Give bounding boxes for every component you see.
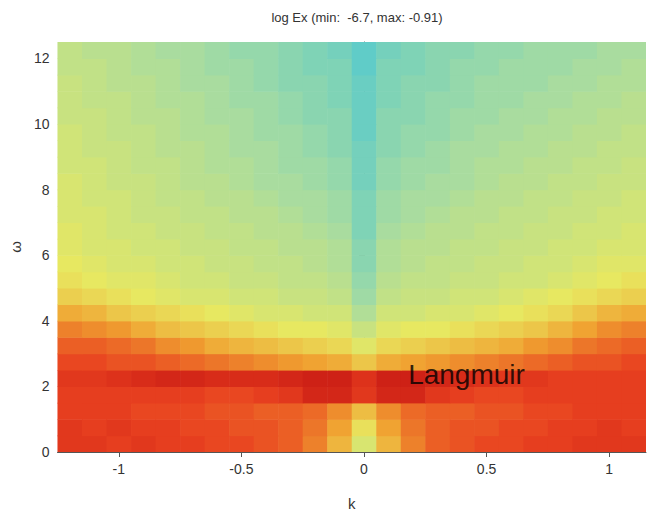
- svg-text:4: 4: [42, 313, 50, 329]
- svg-text:2: 2: [42, 378, 50, 394]
- svg-text:0.5: 0.5: [477, 461, 497, 477]
- svg-text:8: 8: [42, 182, 50, 198]
- svg-text:1: 1: [605, 461, 613, 477]
- svg-text:k: k: [348, 495, 356, 512]
- svg-text:0: 0: [360, 461, 368, 477]
- svg-text:0: 0: [42, 444, 50, 460]
- svg-text:-0.5: -0.5: [229, 461, 253, 477]
- svg-text:12: 12: [34, 50, 50, 66]
- svg-text:10: 10: [34, 116, 50, 132]
- svg-text:Langmuir: Langmuir: [408, 359, 525, 390]
- svg-text:log Ex (min: -6.7, max: -0.91: log Ex (min: -6.7, max: -0.91): [271, 10, 442, 25]
- svg-text:ω: ω: [7, 241, 24, 253]
- svg-text:-1: -1: [113, 461, 126, 477]
- svg-text:6: 6: [42, 247, 50, 263]
